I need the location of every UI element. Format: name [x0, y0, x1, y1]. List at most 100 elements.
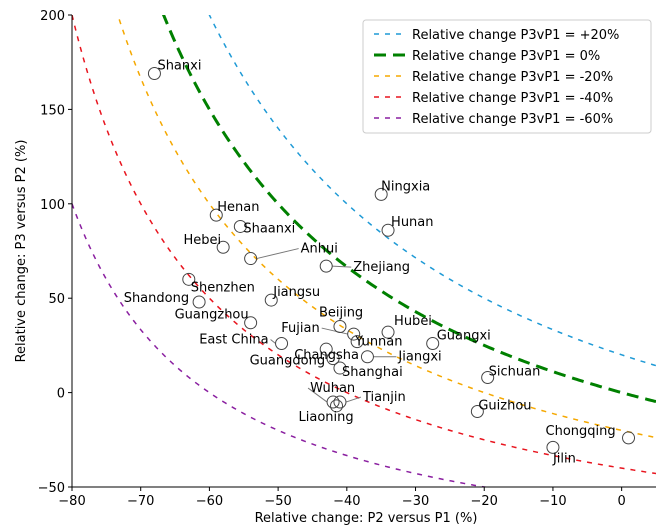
point-label-shanxi: Shanxi	[157, 59, 201, 74]
point-yunnan	[350, 335, 364, 349]
legend-label-3: Relative change P3vP1 = -40%	[412, 91, 613, 106]
point-label-yunnan: Yunnan	[354, 335, 402, 350]
point-label-guangxi: Guangxi	[437, 329, 491, 344]
point-east-china	[275, 337, 289, 351]
point-hunan	[381, 223, 395, 237]
point-shenzhen	[182, 272, 196, 286]
y-tick-label-4: 150	[40, 103, 65, 118]
point-ningxia	[374, 187, 388, 201]
point-label-changsha: Changsha	[294, 348, 359, 363]
x-tick-label-3: −50	[264, 494, 291, 509]
point-label-liaoning: Liaoning	[299, 410, 354, 425]
point-zhejiang	[319, 259, 333, 273]
arrow-fujian	[321, 327, 348, 335]
point-label-ningxia: Ningxia	[381, 179, 430, 194]
point-tianjin	[333, 395, 347, 409]
point-label-zhejiang: Zhejiang	[353, 260, 410, 275]
reference-curve-0	[208, 15, 656, 367]
y-tick-label-0: −50	[38, 481, 65, 496]
x-tick-label-2: −60	[196, 494, 223, 509]
legend-label-2: Relative change P3vP1 = -20%	[412, 70, 613, 85]
x-tick-label-4: −40	[333, 494, 360, 509]
point-guangdong	[326, 352, 340, 366]
point-shanghai	[333, 361, 347, 375]
point-hubei	[381, 325, 395, 339]
reference-curve-1	[161, 15, 656, 404]
x-tick-label-6: −20	[471, 494, 498, 509]
point-label-shaanxi: Shaanxi	[243, 221, 295, 236]
y-axis-title: Relative change: P3 versus P2 (%)	[14, 140, 29, 363]
axes	[71, 15, 656, 488]
point-label-guangdong: Guangdong	[250, 354, 325, 369]
y-tick-label-1: 0	[57, 387, 65, 402]
x-tick-label-8: 0	[618, 494, 626, 509]
y-ticks: −50 0 50 100 150 200	[38, 9, 72, 496]
x-axis-title: Relative change: P2 versus P1 (%)	[255, 511, 478, 526]
point-label-chongqing: Chongqing	[546, 424, 616, 439]
point-shandong	[192, 295, 206, 309]
point-label-jilin: Jilin	[552, 451, 576, 466]
point-label-fujian: Fujian	[281, 321, 319, 336]
arrow-wuhan	[307, 387, 328, 403]
legend: Relative change P3vP1 = +20% Relative cha…	[362, 19, 652, 134]
point-label-tianjin: Tianjin	[362, 390, 406, 405]
point-sichuan	[481, 370, 495, 384]
reference-curve-3	[72, 15, 656, 475]
point-beijing	[333, 320, 347, 334]
point-label-guangzhou: Guangzhou	[175, 308, 249, 323]
x-tick-label-7: −10	[539, 494, 566, 509]
point-chongqing	[622, 431, 636, 445]
point-label-hunan: Hunan	[391, 215, 433, 230]
point-wuhan	[326, 395, 340, 409]
arrow-zhejiang	[332, 265, 352, 268]
point-hebei	[216, 240, 230, 254]
point-liaoning	[330, 399, 344, 413]
point-label-jiangsu: Jiangsu	[272, 285, 320, 300]
legend-label-1: Relative change P3vP1 = 0%	[412, 49, 600, 64]
reference-curve-4	[72, 203, 489, 487]
legend-label-4: Relative change P3vP1 = -60%	[412, 112, 613, 127]
point-label-sichuan: Sichuan	[489, 364, 541, 379]
point-label-hubei: Hubei	[394, 314, 432, 329]
point-jiangsu	[264, 293, 278, 307]
point-label-wuhan: Wuhan	[310, 381, 355, 396]
point-label-anhui: Anhui	[301, 242, 338, 257]
point-labels: Shanxi Ningxia Hunan Henan Shaanxi Hebei Anhui…	[124, 59, 616, 467]
y-tick-label-2: 50	[48, 292, 65, 307]
arrow-anhui	[256, 248, 299, 260]
point-anhui	[244, 252, 258, 266]
point-guangxi	[426, 337, 440, 351]
legend-label-0: Relative change P3vP1 = +20%	[412, 28, 619, 43]
point-changsha	[319, 342, 333, 356]
point-label-henan: Henan	[217, 200, 259, 215]
point-label-shenzhen: Shenzhen	[191, 280, 255, 295]
data-points	[147, 67, 636, 454]
point-jilin	[546, 440, 560, 454]
point-label-jiangxi: Jiangxi	[397, 350, 441, 365]
reference-curves	[72, 15, 656, 487]
point-shaanxi	[233, 219, 247, 233]
point-label-guizhou: Guizhou	[478, 398, 531, 413]
x-tick-label-0: −80	[58, 494, 85, 509]
label-arrows	[256, 248, 397, 403]
reference-curve-2	[117, 15, 656, 439]
y-tick-label-5: 200	[40, 9, 65, 24]
point-label-shanghai: Shanghai	[342, 365, 403, 380]
point-label-east-china: East China	[199, 333, 268, 348]
point-label-hebei: Hebei	[184, 233, 222, 248]
point-jiangxi	[360, 350, 374, 364]
point-shanxi	[147, 67, 161, 81]
arrow-east-china	[270, 339, 276, 344]
arrow-tianjin	[345, 396, 362, 403]
point-guangzhou	[244, 316, 258, 330]
point-fujian	[347, 327, 361, 341]
point-label-shandong: Shandong	[124, 291, 189, 306]
point-henan	[209, 208, 223, 222]
x-tick-label-5: −30	[402, 494, 429, 509]
point-label-beijing: Beijing	[319, 306, 363, 321]
legend-box	[362, 19, 652, 134]
x-tick-label-1: −70	[127, 494, 154, 509]
x-ticks: −80 −70 −60 −50 −40 −30 −20 −10 0	[58, 487, 626, 509]
y-tick-label-3: 100	[40, 198, 65, 213]
